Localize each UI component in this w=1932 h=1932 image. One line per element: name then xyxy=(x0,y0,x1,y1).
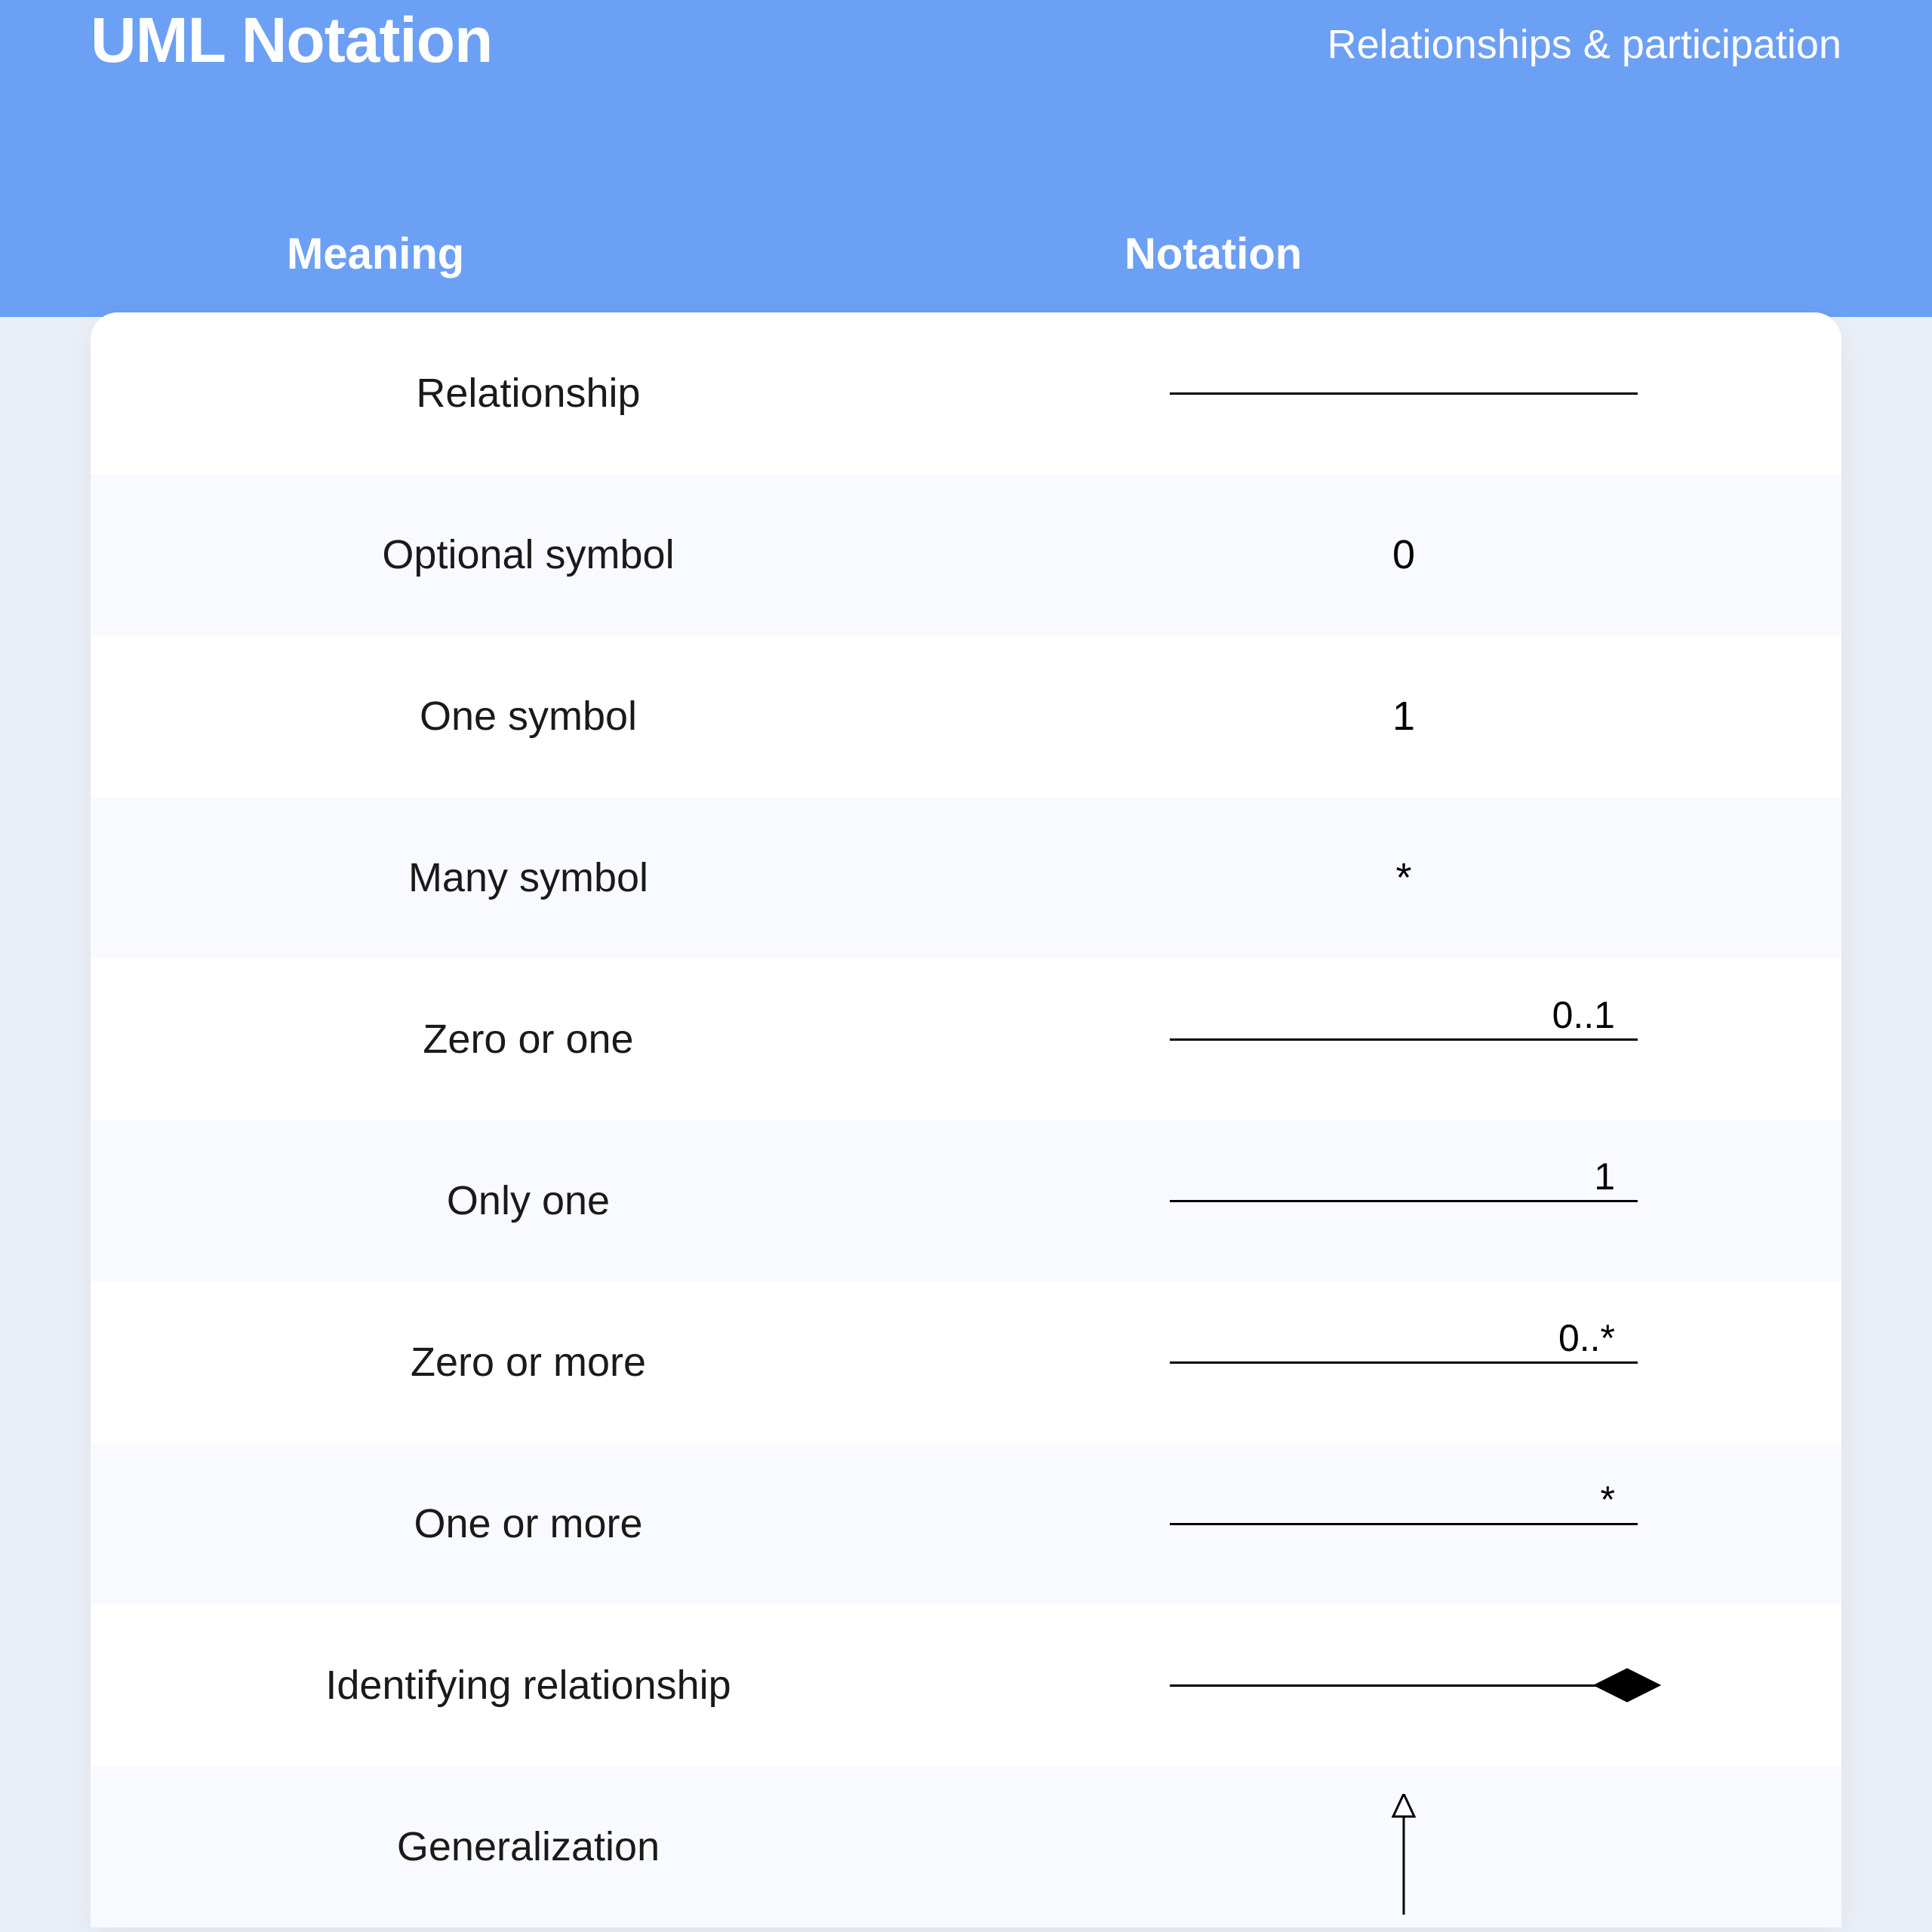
header-meaning: Meaning xyxy=(91,229,966,279)
notation-cell: 1 xyxy=(966,693,1841,740)
notation-symbol: 1 xyxy=(1392,693,1415,740)
table-row: Generalization xyxy=(91,1766,1841,1927)
meaning-cell: Optional symbol xyxy=(91,531,966,578)
table-row: One or more * xyxy=(91,1443,1841,1604)
notation-table: Relationship Optional symbol 0 One symbol 1 M… xyxy=(91,312,1841,1927)
table-row: Many symbol * xyxy=(91,797,1841,958)
header-notation: Notation xyxy=(966,229,1841,279)
diamond-line-icon xyxy=(1170,1684,1638,1687)
table-row: Zero or one 0..1 xyxy=(91,958,1841,1120)
table-row: One symbol 1 xyxy=(91,635,1841,797)
meaning-cell: Relationship xyxy=(91,370,966,417)
meaning-cell: Many symbol xyxy=(91,854,966,901)
table-row: Relationship xyxy=(91,312,1841,474)
notation-cell: 1 xyxy=(966,1200,1841,1202)
relationship-line-icon xyxy=(1170,392,1638,395)
notation-cell xyxy=(966,1684,1841,1687)
cardinality-label: * xyxy=(1601,1478,1615,1521)
cardinality-line-icon: 0..1 xyxy=(1170,1038,1638,1041)
notation-cell: * xyxy=(966,854,1841,901)
table-row: Optional symbol 0 xyxy=(91,474,1841,635)
cardinality-label: 0..* xyxy=(1558,1316,1615,1360)
notation-cell: 0..1 xyxy=(966,1038,1841,1041)
banner-top: UML Notation Relationships & participati… xyxy=(91,0,1841,77)
meaning-cell: Generalization xyxy=(91,1823,966,1870)
page-subtitle: Relationships & participation xyxy=(1327,21,1841,68)
banner: UML Notation Relationships & participati… xyxy=(0,0,1932,317)
table-row: Identifying relationship xyxy=(91,1604,1841,1766)
notation-symbol: 0 xyxy=(1392,531,1415,578)
line-icon xyxy=(1170,1038,1638,1041)
meaning-cell: Zero or more xyxy=(91,1339,966,1386)
notation-cell xyxy=(966,392,1841,395)
cardinality-line-icon: * xyxy=(1170,1523,1638,1525)
line-icon xyxy=(1170,1200,1638,1202)
meaning-cell: One symbol xyxy=(91,693,966,740)
generalization-arrow-icon xyxy=(1403,1794,1405,1900)
line-icon xyxy=(1170,1523,1638,1525)
meaning-cell: Only one xyxy=(91,1177,966,1224)
column-headers: Meaning Notation xyxy=(91,229,1841,279)
cardinality-label: 1 xyxy=(1594,1155,1615,1198)
cardinality-line-icon: 0..* xyxy=(1170,1361,1638,1364)
line-icon xyxy=(1170,1361,1638,1364)
notation-cell: * xyxy=(966,1523,1841,1525)
table-row: Zero or more 0..* xyxy=(91,1281,1841,1443)
cardinality-label: 0..1 xyxy=(1552,993,1615,1037)
cardinality-line-icon: 1 xyxy=(1170,1200,1638,1202)
page-title: UML Notation xyxy=(91,4,492,77)
meaning-cell: One or more xyxy=(91,1500,966,1547)
table-row: Only one 1 xyxy=(91,1120,1841,1281)
meaning-cell: Zero or one xyxy=(91,1016,966,1063)
notation-cell: 0..* xyxy=(966,1361,1841,1364)
notation-symbol: * xyxy=(1395,854,1411,901)
notation-cell: 0 xyxy=(966,531,1841,578)
meaning-cell: Identifying relationship xyxy=(91,1662,966,1709)
notation-cell xyxy=(966,1794,1841,1900)
